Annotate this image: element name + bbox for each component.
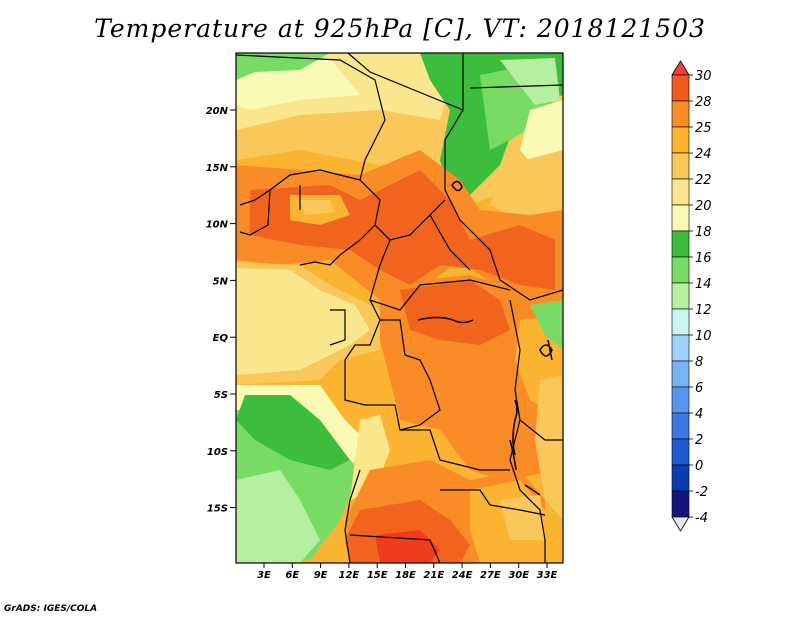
colorbar-segment (671, 360, 690, 388)
colorbar-segment (671, 178, 690, 206)
colorbar-segment (671, 386, 690, 414)
colorbar-label: 20 (695, 199, 712, 214)
temperature-region (400, 280, 510, 345)
map-frame (235, 52, 564, 564)
lon-label: 3E (257, 570, 271, 581)
lon-label: 15E (367, 570, 388, 581)
temperature-field (236, 53, 563, 563)
lon-label: 6E (285, 570, 299, 581)
lat-label: 15N (206, 163, 229, 174)
colorbar-label: 28 (695, 95, 712, 110)
lon-label: 33E (537, 570, 558, 581)
colorbar-segment (671, 204, 690, 232)
colorbar-segment (671, 334, 690, 362)
lon-label: 9E (314, 570, 328, 581)
lakes (417, 180, 553, 496)
colorbar-label: 2 (695, 433, 703, 448)
colorbar-label: 0 (695, 459, 703, 474)
lat-label: 10S (207, 447, 228, 458)
colorbar-label: 10 (695, 329, 712, 344)
grads-credit: GrADS: IGES/COLA (4, 604, 98, 614)
temperature-region (500, 495, 545, 540)
lon-label: 21E (423, 570, 444, 581)
colorbar-segment (671, 256, 690, 284)
temperature-region (500, 58, 560, 105)
lat-label: 5N (213, 276, 229, 287)
colorbar-bottom-arrow (671, 516, 690, 532)
colorbar-segment (671, 490, 690, 518)
colorbar-label: 30 (695, 69, 712, 84)
temperature-region (236, 470, 320, 563)
colorbar-label: -4 (695, 511, 708, 526)
lat-label: EQ (213, 333, 229, 344)
colorbar-segment (671, 438, 690, 466)
colorbar-label: 22 (695, 173, 712, 188)
temperature-region (236, 53, 330, 80)
temperature-region (530, 300, 563, 350)
colorbar-label: 16 (695, 251, 712, 266)
lon-label: 18E (395, 570, 416, 581)
lat-label: 10N (206, 220, 229, 231)
colorbar-segment (671, 412, 690, 440)
chart-title: Temperature at 925hPa [C], VT: 201812150… (94, 14, 706, 43)
lat-label: 20N (206, 106, 229, 117)
longitude-axis: 3E 6E 9E 12E 15E 18E 21E 24E 27E 30E 33E (257, 563, 558, 581)
temperature-region (236, 395, 350, 470)
colorbar-segment (671, 464, 690, 492)
colorbar-label: 6 (695, 381, 703, 396)
temperature-region (300, 200, 335, 215)
temperature-region (375, 530, 440, 563)
lon-label: 24E (452, 570, 473, 581)
colorbar-label: 25 (695, 121, 712, 136)
lon-label: 27E (480, 570, 501, 581)
lon-label: 30E (508, 570, 529, 581)
country-borders (236, 53, 563, 563)
colorbar-label: 14 (695, 277, 712, 292)
colorbar-segment (671, 126, 690, 154)
temperature-region (350, 415, 390, 500)
colorbar-label: 12 (695, 303, 712, 318)
temperature-region (236, 268, 370, 375)
colorbar-label: -2 (695, 485, 708, 500)
latitude-axis: 20N 15N 10N 5N EQ 5S 10S 15S (206, 106, 236, 515)
lat-label: 15S (207, 504, 228, 515)
temperature-region (535, 375, 563, 520)
colorbar-segment (671, 152, 690, 180)
colorbar-label: 8 (695, 355, 703, 370)
colorbar-segment (671, 282, 690, 310)
colorbar-segment (671, 100, 690, 128)
colorbar-segment (671, 230, 690, 258)
colorbar-segment (671, 74, 690, 102)
colorbar-label: 4 (695, 407, 703, 422)
colorbar-label: 18 (695, 225, 712, 240)
temperature-region (490, 150, 563, 220)
colorbar-segment (671, 308, 690, 336)
colorbar-label: 24 (695, 147, 712, 162)
colorbar-top-arrow (671, 60, 690, 76)
lon-label: 12E (339, 570, 360, 581)
lat-label: 5S (214, 390, 228, 401)
